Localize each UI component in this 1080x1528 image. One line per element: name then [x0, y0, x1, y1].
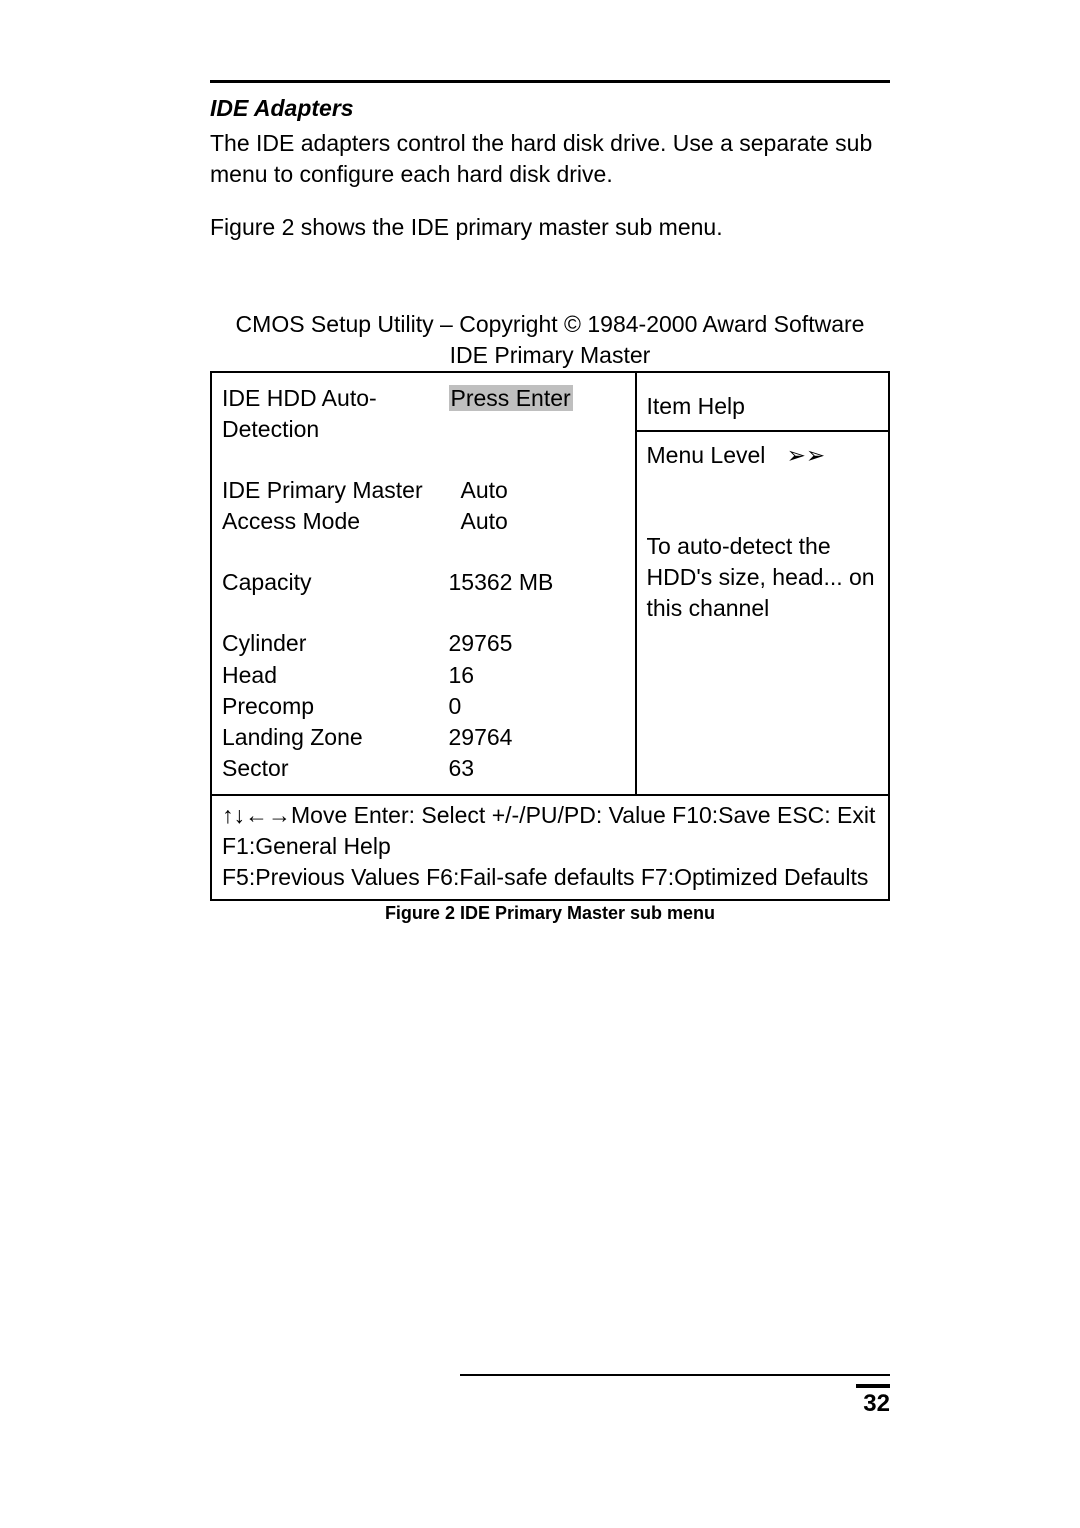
- blank-row: [222, 445, 627, 475]
- blank-row: [647, 471, 881, 501]
- capacity-value: 15362 MB: [449, 567, 627, 598]
- landing-zone-label: Landing Zone: [222, 722, 449, 753]
- blank-row: [647, 501, 881, 531]
- nav-line-1: ↑↓←→Move Enter: Select +/-/PU/PD: Value …: [222, 800, 878, 831]
- item-help-title: Item Help: [647, 391, 881, 422]
- page-footer: 32: [460, 1374, 890, 1418]
- press-enter-highlight: Press Enter: [449, 385, 573, 411]
- footer-num-bar: [856, 1384, 890, 1388]
- sector-label: Sector: [222, 753, 449, 784]
- cmos-title-line2: IDE Primary Master: [210, 340, 890, 371]
- nav-bar: ↑↓←→Move Enter: Select +/-/PU/PD: Value …: [212, 794, 888, 899]
- row-cylinder: Cylinder 29765: [222, 628, 627, 659]
- nav-line-3: F5:Previous Values F6:Fail-safe defaults…: [222, 862, 878, 893]
- capacity-label: Capacity: [222, 567, 449, 598]
- setup-left-panel: IDE HDD Auto-Detection Press Enter IDE P…: [212, 373, 635, 793]
- access-mode-value[interactable]: Auto: [449, 506, 627, 537]
- row-access-mode: Access Mode Auto: [222, 506, 627, 537]
- access-mode-label: Access Mode: [222, 506, 449, 537]
- auto-detection-label: IDE HDD Auto-Detection: [222, 383, 449, 445]
- auto-detection-value[interactable]: Press Enter: [449, 383, 627, 445]
- primary-master-label: IDE Primary Master: [222, 475, 449, 506]
- row-auto-detection: IDE HDD Auto-Detection Press Enter: [222, 383, 627, 445]
- cylinder-label: Cylinder: [222, 628, 449, 659]
- setup-box: IDE HDD Auto-Detection Press Enter IDE P…: [210, 371, 890, 901]
- blank-row: [222, 598, 627, 628]
- footer-rule: [460, 1374, 890, 1376]
- cylinder-value: 29765: [449, 628, 627, 659]
- menu-level-label: Menu Level: [647, 440, 787, 471]
- precomp-value: 0: [449, 691, 627, 722]
- row-primary-master: IDE Primary Master Auto: [222, 475, 627, 506]
- cmos-title: CMOS Setup Utility – Copyright © 1984-20…: [210, 309, 890, 371]
- spacer: [210, 251, 890, 309]
- row-menu-level: Menu Level ➢➢: [647, 440, 881, 471]
- top-rule: [210, 80, 890, 83]
- row-precomp: Precomp 0: [222, 691, 627, 722]
- head-label: Head: [222, 660, 449, 691]
- precomp-label: Precomp: [222, 691, 449, 722]
- head-value: 16: [449, 660, 627, 691]
- figure-caption: Figure 2 IDE Primary Master sub menu: [210, 903, 890, 924]
- help-description: To auto-detect the HDD's size, head... o…: [647, 531, 881, 624]
- setup-top: IDE HDD Auto-Detection Press Enter IDE P…: [212, 373, 888, 793]
- setup-right-panel: Item Help Menu Level ➢➢ To auto-detect t…: [635, 373, 889, 793]
- page-number: 32: [460, 1390, 890, 1418]
- blank-row: [647, 383, 881, 391]
- paragraph-1: The IDE adapters control the hard disk d…: [210, 128, 890, 190]
- paragraph-2: Figure 2 shows the IDE primary master su…: [210, 212, 890, 243]
- page-content: IDE Adapters The IDE adapters control th…: [0, 0, 1080, 924]
- primary-master-value[interactable]: Auto: [449, 475, 627, 506]
- row-capacity: Capacity 15362 MB: [222, 567, 627, 598]
- section-title: IDE Adapters: [210, 95, 890, 122]
- row-head: Head 16: [222, 660, 627, 691]
- landing-zone-value: 29764: [449, 722, 627, 753]
- cmos-title-line1: CMOS Setup Utility – Copyright © 1984-20…: [236, 311, 865, 337]
- sector-value: 63: [449, 753, 627, 784]
- row-landing-zone: Landing Zone 29764: [222, 722, 627, 753]
- nav-line-2: F1:General Help: [222, 831, 878, 862]
- menu-level-icon: ➢➢: [787, 440, 826, 471]
- row-sector: Sector 63: [222, 753, 627, 784]
- blank-row: [222, 537, 627, 567]
- help-divider: [637, 430, 889, 432]
